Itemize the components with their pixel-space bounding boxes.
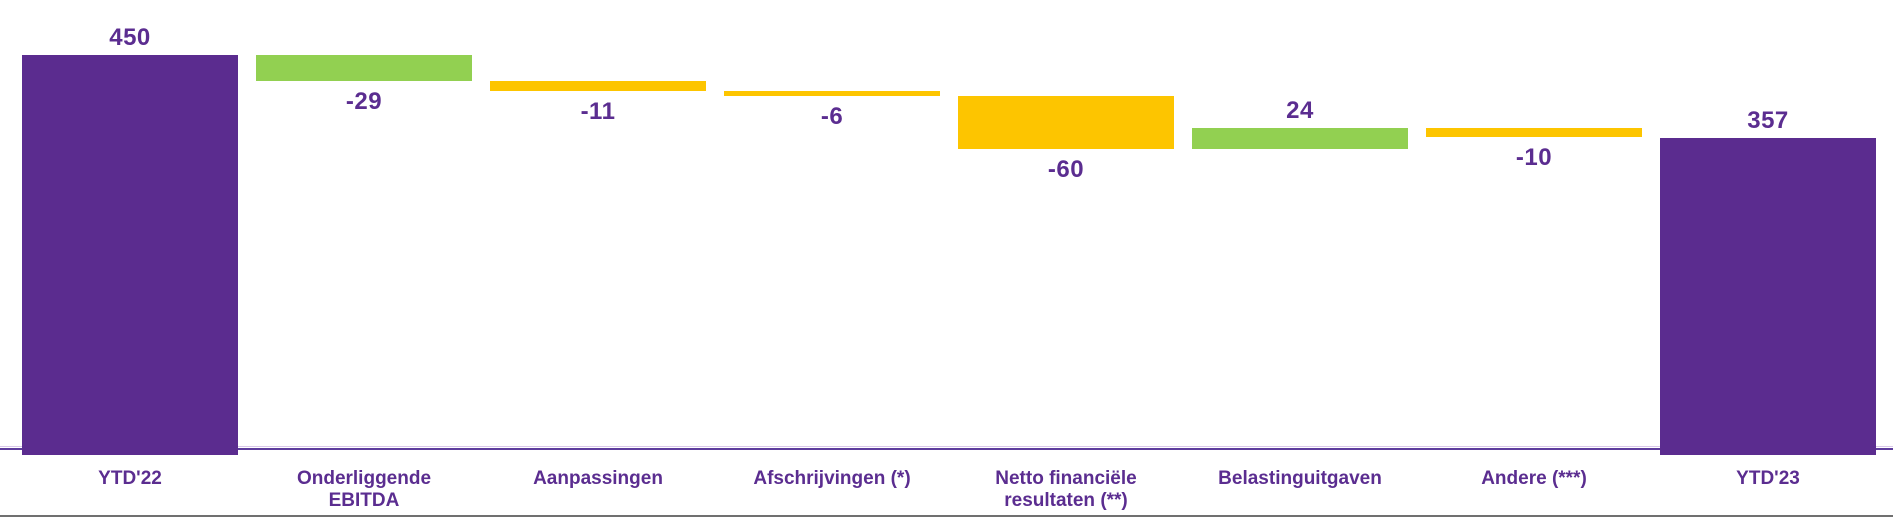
category-label-belastinguitgaven: Belastinguitgaven — [1218, 468, 1382, 489]
x-axis-line-light — [0, 446, 1893, 447]
category-label-onderliggende-ebitda: Onderliggende EBITDA — [296, 468, 432, 511]
category-label-andere: Andere (***) — [1481, 468, 1587, 489]
value-label-belastinguitgaven: 24 — [1286, 96, 1314, 124]
value-label-onderliggende-ebitda: -29 — [345, 87, 383, 115]
value-label-aanpassingen: -11 — [580, 97, 616, 125]
bar-aanpassingen[interactable] — [490, 80, 706, 91]
category-label-netto-financiele-resultaten: Netto financiële resultaten (**) — [995, 468, 1137, 511]
bottom-divider — [0, 515, 1893, 517]
value-label-ytd23: 357 — [1747, 106, 1789, 134]
value-label-netto-financiele-resultaten: -60 — [1047, 156, 1085, 184]
value-label-ytd22: 450 — [109, 24, 151, 51]
category-label-afschrijvingen: Afschrijvingen (*) — [753, 468, 911, 489]
value-label-afschrijvingen: -6 — [820, 102, 844, 130]
bar-netto-financiele-resultaten[interactable] — [958, 95, 1174, 150]
category-label-ytd22: YTD'22 — [98, 468, 162, 489]
category-label-ytd23: YTD'23 — [1736, 468, 1800, 489]
bar-onderliggende-ebitda[interactable] — [256, 55, 472, 81]
bar-belastinguitgaven[interactable] — [1192, 127, 1408, 150]
bar-ytd22[interactable] — [22, 55, 238, 455]
bar-andere[interactable] — [1426, 127, 1642, 137]
bar-afschrijvingen[interactable] — [724, 90, 940, 96]
value-label-andere: -10 — [1515, 143, 1553, 171]
bar-ytd23[interactable] — [1660, 137, 1876, 455]
x-axis-line — [0, 448, 1893, 450]
category-label-aanpassingen: Aanpassingen — [533, 468, 663, 489]
